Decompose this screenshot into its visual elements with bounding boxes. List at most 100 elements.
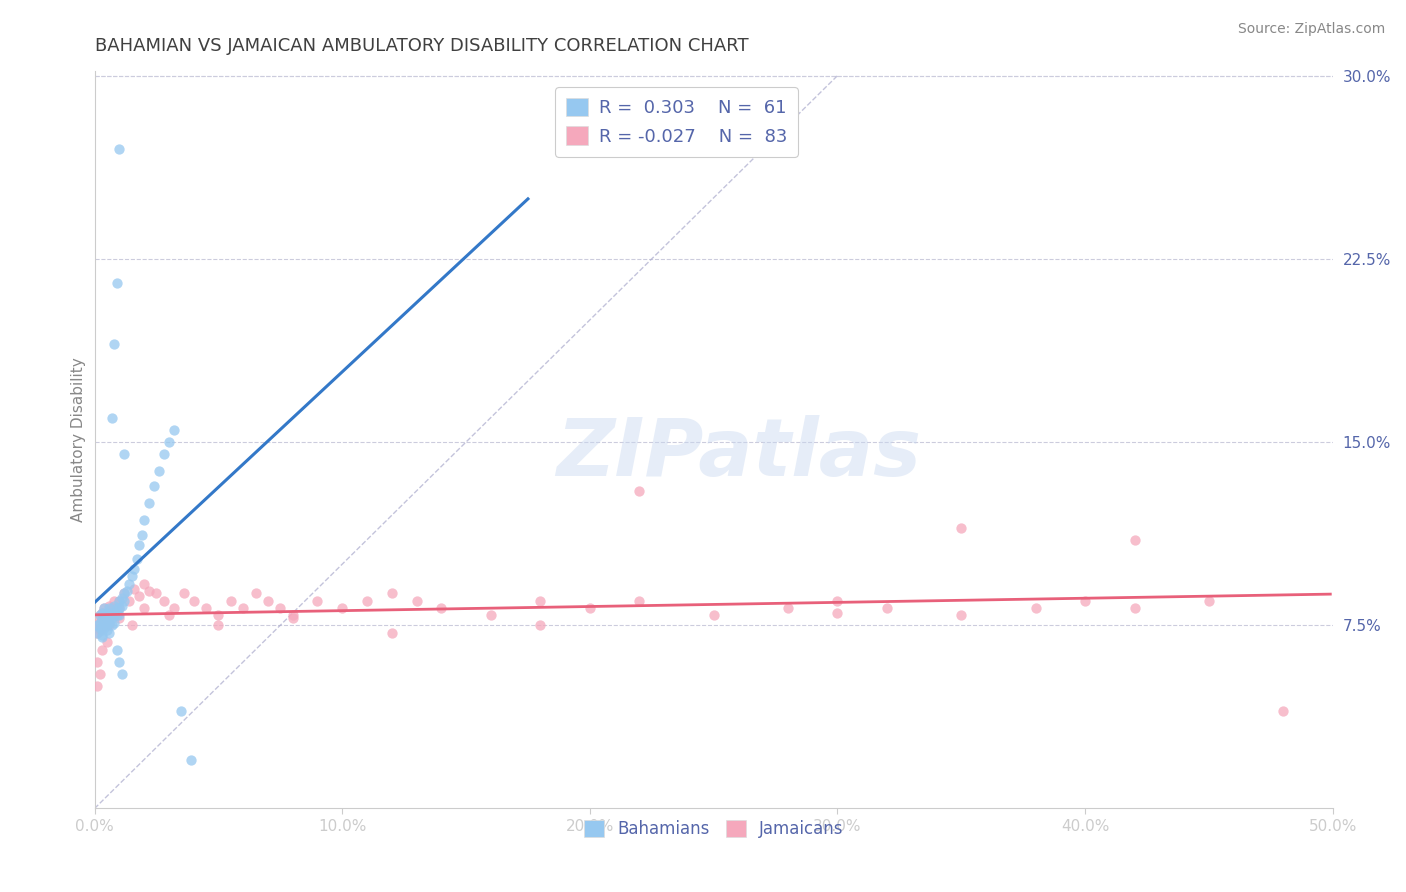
Text: BAHAMIAN VS JAMAICAN AMBULATORY DISABILITY CORRELATION CHART: BAHAMIAN VS JAMAICAN AMBULATORY DISABILI… xyxy=(94,37,748,55)
Point xyxy=(91,613,114,627)
Point xyxy=(827,594,849,608)
Point xyxy=(96,606,118,620)
Point xyxy=(307,594,329,608)
Point xyxy=(93,601,115,615)
Point xyxy=(579,601,602,615)
Point xyxy=(91,606,114,620)
Point xyxy=(98,599,121,613)
Point xyxy=(91,606,114,620)
Point xyxy=(703,608,725,623)
Point xyxy=(105,601,128,615)
Point xyxy=(103,608,125,623)
Point xyxy=(108,655,131,669)
Point xyxy=(91,611,114,625)
Point xyxy=(98,625,121,640)
Point xyxy=(105,608,128,623)
Point xyxy=(101,608,124,623)
Point xyxy=(91,621,114,635)
Point xyxy=(529,594,551,608)
Point xyxy=(153,447,176,461)
Point xyxy=(91,631,114,645)
Point xyxy=(132,601,155,615)
Point xyxy=(180,753,202,767)
Point xyxy=(103,615,125,630)
Point xyxy=(101,410,124,425)
Point xyxy=(89,615,111,630)
Point xyxy=(1198,594,1220,608)
Point xyxy=(148,464,170,478)
Point xyxy=(128,589,150,603)
Point xyxy=(112,594,135,608)
Point xyxy=(330,601,353,615)
Point xyxy=(86,625,108,640)
Point xyxy=(89,667,111,681)
Point xyxy=(153,594,176,608)
Point xyxy=(105,608,128,623)
Text: Source: ZipAtlas.com: Source: ZipAtlas.com xyxy=(1237,22,1385,37)
Point xyxy=(111,667,134,681)
Point xyxy=(91,628,114,642)
Point xyxy=(86,625,108,640)
Point xyxy=(157,608,180,623)
Point xyxy=(101,611,124,625)
Point xyxy=(131,528,153,542)
Point xyxy=(96,635,118,649)
Point xyxy=(381,625,404,640)
Point xyxy=(876,601,898,615)
Point xyxy=(173,586,195,600)
Point xyxy=(112,447,135,461)
Point xyxy=(108,601,131,615)
Point xyxy=(219,594,242,608)
Point xyxy=(118,576,141,591)
Point xyxy=(281,608,304,623)
Point xyxy=(138,584,160,599)
Point xyxy=(170,704,193,718)
Point xyxy=(122,562,145,576)
Point xyxy=(96,623,118,637)
Point xyxy=(281,611,304,625)
Point xyxy=(93,608,115,623)
Point xyxy=(101,601,124,615)
Point xyxy=(89,618,111,632)
Point xyxy=(163,601,186,615)
Point xyxy=(91,623,114,637)
Point xyxy=(111,599,134,613)
Point xyxy=(98,615,121,630)
Point xyxy=(108,601,131,615)
Point xyxy=(105,642,128,657)
Text: ZIPatlas: ZIPatlas xyxy=(555,416,921,493)
Point xyxy=(356,594,378,608)
Point xyxy=(86,679,108,693)
Point xyxy=(430,601,453,615)
Point xyxy=(93,608,115,623)
Point xyxy=(103,599,125,613)
Y-axis label: Ambulatory Disability: Ambulatory Disability xyxy=(72,357,86,522)
Point xyxy=(776,601,799,615)
Point xyxy=(157,435,180,450)
Point xyxy=(529,618,551,632)
Point xyxy=(479,608,502,623)
Point xyxy=(207,608,229,623)
Point xyxy=(628,483,651,498)
Point xyxy=(108,142,131,156)
Point xyxy=(245,586,267,600)
Point xyxy=(98,615,121,630)
Point xyxy=(132,513,155,527)
Point xyxy=(269,601,291,615)
Legend: Bahamians, Jamaicans: Bahamians, Jamaicans xyxy=(576,813,851,845)
Point xyxy=(121,618,143,632)
Point xyxy=(89,608,111,623)
Point xyxy=(108,594,131,608)
Point xyxy=(132,576,155,591)
Point xyxy=(86,618,108,632)
Point xyxy=(103,601,125,615)
Point xyxy=(86,615,108,630)
Point xyxy=(1123,533,1146,547)
Point xyxy=(183,594,205,608)
Point xyxy=(207,618,229,632)
Point xyxy=(89,608,111,623)
Point xyxy=(101,606,124,620)
Point xyxy=(381,586,404,600)
Point xyxy=(1123,601,1146,615)
Point xyxy=(118,594,141,608)
